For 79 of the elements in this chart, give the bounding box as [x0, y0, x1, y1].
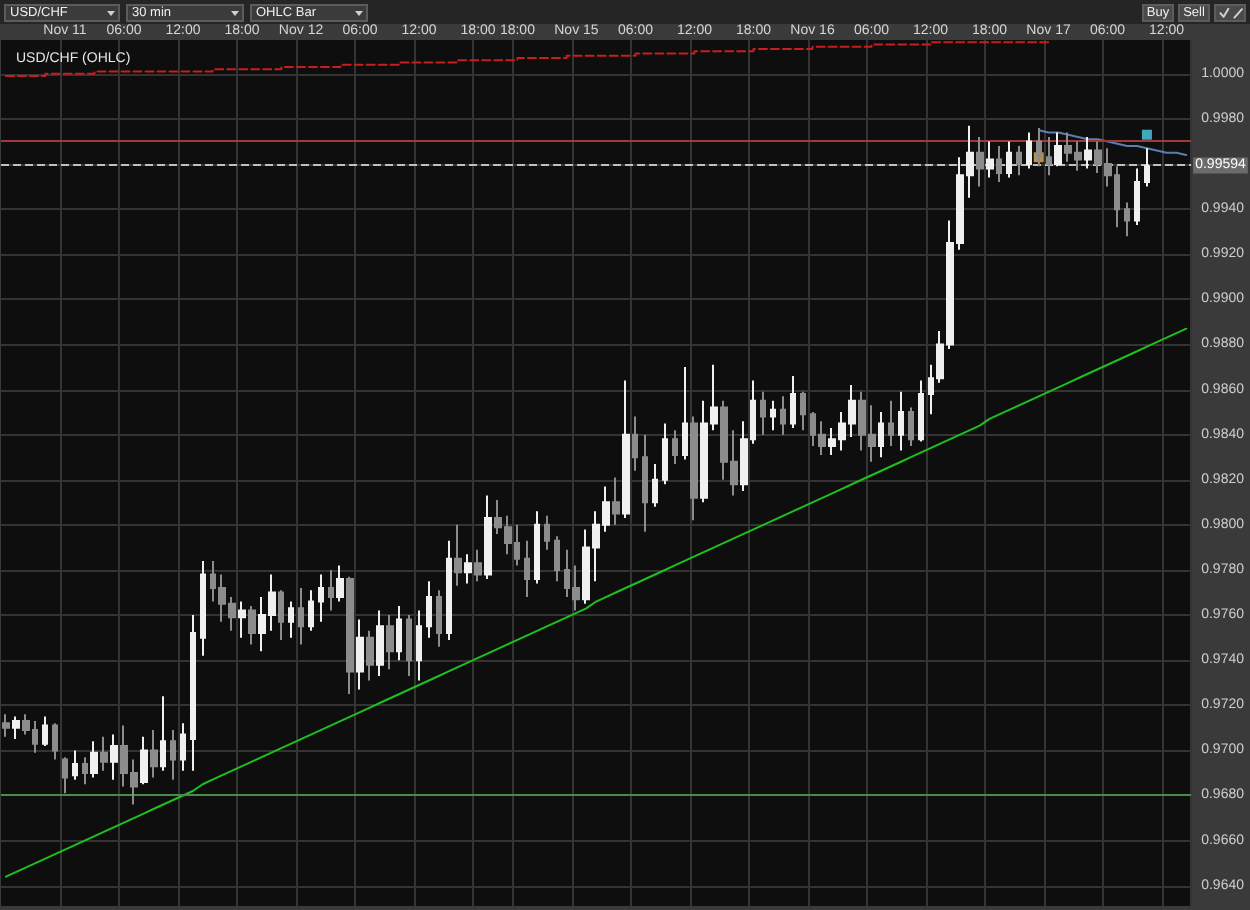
- candlestick: [336, 564, 344, 603]
- line-series: [4, 327, 1188, 878]
- candlestick: [534, 510, 540, 585]
- candlestick: [82, 756, 88, 786]
- candlestick: [328, 568, 334, 612]
- candlestick: [1124, 201, 1130, 238]
- candlestick: [484, 494, 492, 580]
- candlestick: [100, 735, 108, 772]
- candlestick: [682, 366, 688, 461]
- candlestick: [180, 722, 186, 772]
- candlestick: [622, 379, 630, 520]
- candlestick: [632, 415, 638, 472]
- candlestick: [898, 390, 904, 452]
- candlestick: [426, 580, 432, 639]
- candlestick: [150, 729, 158, 779]
- candlestick: [612, 476, 620, 526]
- candlestick: [818, 420, 826, 456]
- candlestick: [672, 429, 678, 465]
- candlestick: [2, 713, 10, 738]
- candlestick: [780, 395, 786, 436]
- candlestick: [308, 589, 314, 632]
- candlestick: [190, 614, 196, 772]
- candlestick: [1144, 147, 1150, 188]
- candlestick: [996, 144, 1002, 184]
- candlestick: [908, 406, 914, 447]
- candlestick: [1016, 144, 1022, 177]
- candlestick: [986, 140, 994, 179]
- candlestick: [454, 523, 462, 587]
- candlestick: [278, 589, 284, 641]
- candlestick: [1054, 131, 1062, 168]
- line-series: [1037, 129, 1188, 157]
- candlestick: [160, 695, 166, 772]
- candlestick: [110, 733, 118, 781]
- candlestick: [170, 729, 176, 781]
- candlestick: [406, 614, 412, 677]
- candlestick: [1026, 131, 1032, 170]
- candlestick: [52, 722, 58, 761]
- candlestick: [42, 715, 48, 747]
- candlestick: [878, 411, 884, 459]
- candlestick: [346, 575, 354, 696]
- candlestick: [366, 629, 374, 682]
- candlestick: [770, 399, 776, 432]
- candlestick: [318, 573, 324, 623]
- candlestick: [662, 422, 668, 486]
- candlestick: [436, 589, 442, 648]
- candlestick: [446, 539, 452, 641]
- candlestick: [200, 559, 206, 657]
- candlestick: [918, 379, 924, 443]
- candlestick: [1084, 135, 1092, 170]
- candlestick: [298, 587, 304, 646]
- candlestick: [1134, 167, 1140, 226]
- candlestick: [356, 618, 364, 691]
- candlestick: [554, 535, 560, 583]
- candlestick: [72, 749, 78, 781]
- candlestick: [544, 514, 550, 551]
- candlestick: [976, 135, 984, 188]
- candlestick: [386, 614, 394, 671]
- candlestick: [474, 548, 482, 583]
- candlestick: [790, 375, 796, 429]
- candlestick: [642, 433, 648, 533]
- candlestick: [248, 605, 256, 646]
- candlestick: [12, 715, 20, 741]
- candlestick: [416, 609, 422, 682]
- candlestick: [396, 605, 402, 662]
- candlestick: [760, 390, 766, 436]
- candlestick: [62, 756, 68, 795]
- candlestick: [1006, 140, 1012, 179]
- candlestick: [524, 539, 530, 599]
- candlestick: [140, 735, 148, 786]
- candlestick: [888, 399, 894, 447]
- candlestick: [652, 462, 658, 508]
- candlestick: [376, 609, 384, 677]
- candlestick: [690, 415, 698, 522]
- candlestick: [800, 390, 806, 432]
- candlestick: [1046, 135, 1052, 177]
- candlestick: [464, 553, 472, 585]
- candlestick: [238, 600, 246, 639]
- candlestick: [288, 600, 294, 639]
- candlestick: [90, 740, 98, 779]
